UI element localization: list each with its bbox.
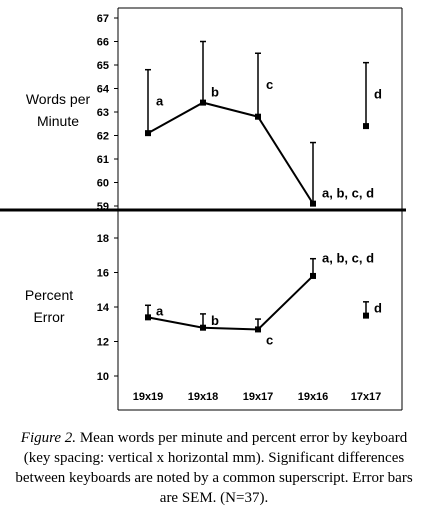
wpm-annotation: a (156, 93, 164, 108)
error-data-point (255, 326, 261, 333)
error-data-point (310, 272, 316, 279)
x-category-label: 19x17 (243, 391, 274, 403)
error-data-point (363, 312, 369, 319)
wpm-data-point (310, 200, 316, 207)
x-category-label: 19x19 (133, 391, 164, 403)
error-y-tick-label: 18 (97, 233, 109, 245)
figure-2-chart: 59 60 61 62 63 64 65 66 67 Words per Minute a b c a, b… (0, 7, 406, 411)
wpm-data-point (363, 123, 369, 130)
error-annotation: a (156, 303, 164, 318)
wpm-data-point (255, 113, 261, 120)
error-y-tick-label: 12 (97, 337, 109, 349)
wpm-annotation: b (211, 85, 219, 100)
error-y-tick-label: 16 (97, 268, 109, 280)
wpm-data-point (145, 130, 151, 137)
error-y-tick-label: 14 (97, 302, 110, 314)
wpm-annotation: a, b, c, d (322, 186, 374, 201)
wpm-y-tick-label: 64 (97, 84, 110, 96)
figure-caption-label: Figure 2. (20, 430, 77, 446)
wpm-y-axis-label: Words per (26, 91, 91, 107)
x-category-label: 19x18 (188, 391, 219, 403)
error-series-line (147, 275, 314, 331)
wpm-y-tick-label: 65 (97, 60, 109, 72)
wpm-annotation: d (374, 86, 382, 101)
wpm-y-tick-label: 66 (97, 37, 109, 49)
wpm-y-tick-label: 67 (97, 13, 109, 25)
error-data-point (145, 314, 151, 321)
wpm-y-tick-label: 61 (97, 154, 109, 166)
error-annotation: c (266, 332, 273, 347)
wpm-y-tick-label: 62 (97, 131, 109, 143)
wpm-series-line (147, 101, 314, 205)
error-annotation: b (211, 313, 219, 328)
figure-caption: Figure 2. Mean words per minute and perc… (6, 428, 422, 508)
wpm-data-point (200, 99, 206, 106)
error-y-tick-label: 10 (97, 371, 109, 383)
error-annotation: d (374, 301, 382, 316)
wpm-y-axis-label: Minute (37, 113, 79, 129)
wpm-y-tick-label: 59 (97, 201, 109, 213)
error-data-point (200, 324, 206, 331)
x-category-label: 17x17 (351, 391, 382, 403)
error-annotation: a, b, c, d (322, 251, 374, 266)
wpm-y-tick-label: 60 (97, 178, 109, 190)
figure-caption-text: Mean words per minute and percent error … (15, 430, 413, 506)
x-category-label: 19x16 (298, 391, 329, 403)
error-y-axis-label: Percent (25, 287, 73, 303)
error-y-axis-label: Error (33, 309, 64, 325)
wpm-annotation: c (266, 77, 273, 92)
wpm-y-tick-label: 63 (97, 107, 109, 119)
